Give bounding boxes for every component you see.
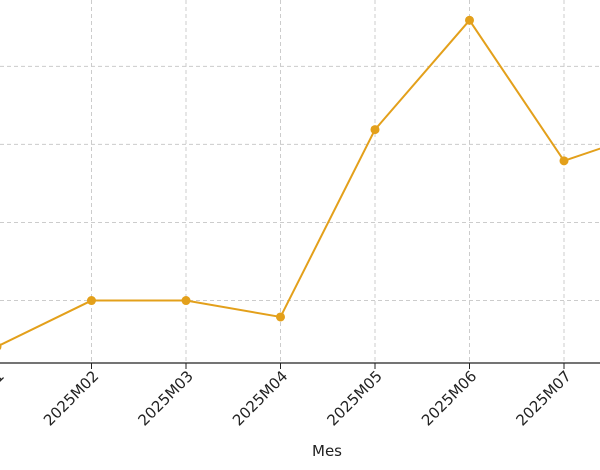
point [370, 125, 380, 135]
point [181, 296, 191, 306]
x-axis-label: Mes [312, 442, 342, 460]
x-tick-label: 2025M04 [229, 367, 291, 429]
x-tick-label: 2025M07 [512, 367, 574, 429]
x-tick-label: 2025M02 [40, 367, 102, 429]
point [559, 156, 569, 166]
x-tick-label: 2025M06 [418, 367, 480, 429]
point [465, 15, 474, 25]
point [87, 296, 96, 306]
point [0, 343, 2, 350]
x-tick-label: 2025M05 [323, 367, 385, 429]
x-tick-label: 2025M03 [134, 367, 196, 429]
x-tick-label: 2025M01 [0, 367, 8, 429]
point [276, 312, 285, 322]
line [0, 18, 600, 347]
